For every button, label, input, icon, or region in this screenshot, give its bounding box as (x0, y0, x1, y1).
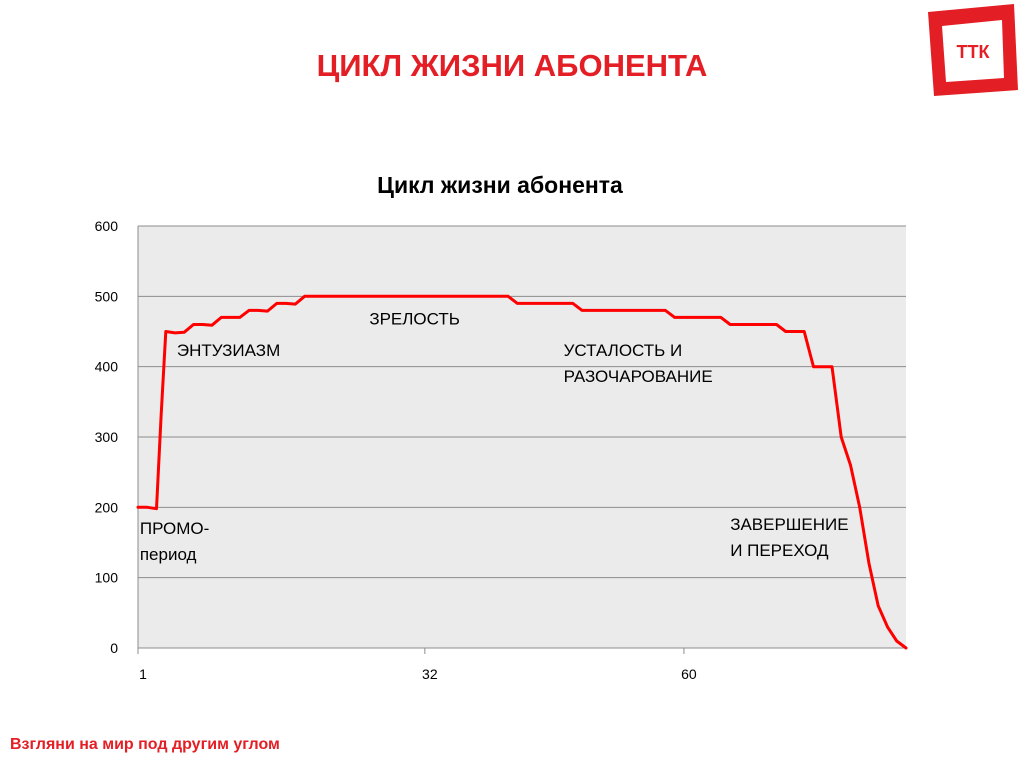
chart-title: Цикл жизни абонента (377, 172, 623, 198)
y-tick-label: 200 (95, 499, 119, 515)
chart-annotation: УСТАЛОСТЬ И РАЗОЧАРОВАНИЕ (564, 341, 713, 386)
ttk-logo-text: ТТК (957, 42, 991, 62)
y-tick-label: 600 (95, 218, 119, 234)
chart-annotation: ПРОМО-период (140, 519, 209, 564)
series-line (136, 294, 908, 650)
chart-annotation: ЭНТУЗИАЗМ (177, 341, 280, 360)
slogan: Взгляни на мир под другим углом (10, 736, 280, 753)
ttk-logo: ТТК (928, 4, 1018, 96)
chart-annotation: ЗАВЕРШЕНИЕ И ПЕРЕХОД (730, 515, 848, 560)
y-tick-label: 500 (95, 288, 119, 304)
slide-title: ЦИКЛ ЖИЗНИ АБОНЕНТА (316, 48, 708, 83)
x-tick-label: 32 (422, 666, 438, 682)
x-tick-label: 60 (681, 666, 697, 682)
x-tick-label: 1 (139, 666, 147, 682)
y-tick-label: 0 (110, 640, 118, 656)
y-tick-label: 400 (95, 359, 119, 375)
y-tick-label: 300 (95, 429, 119, 445)
ttk-logo-frame (928, 4, 1018, 96)
chart-annotation: ЗРЕЛОСТЬ (369, 309, 460, 328)
y-tick-label: 100 (95, 570, 119, 586)
